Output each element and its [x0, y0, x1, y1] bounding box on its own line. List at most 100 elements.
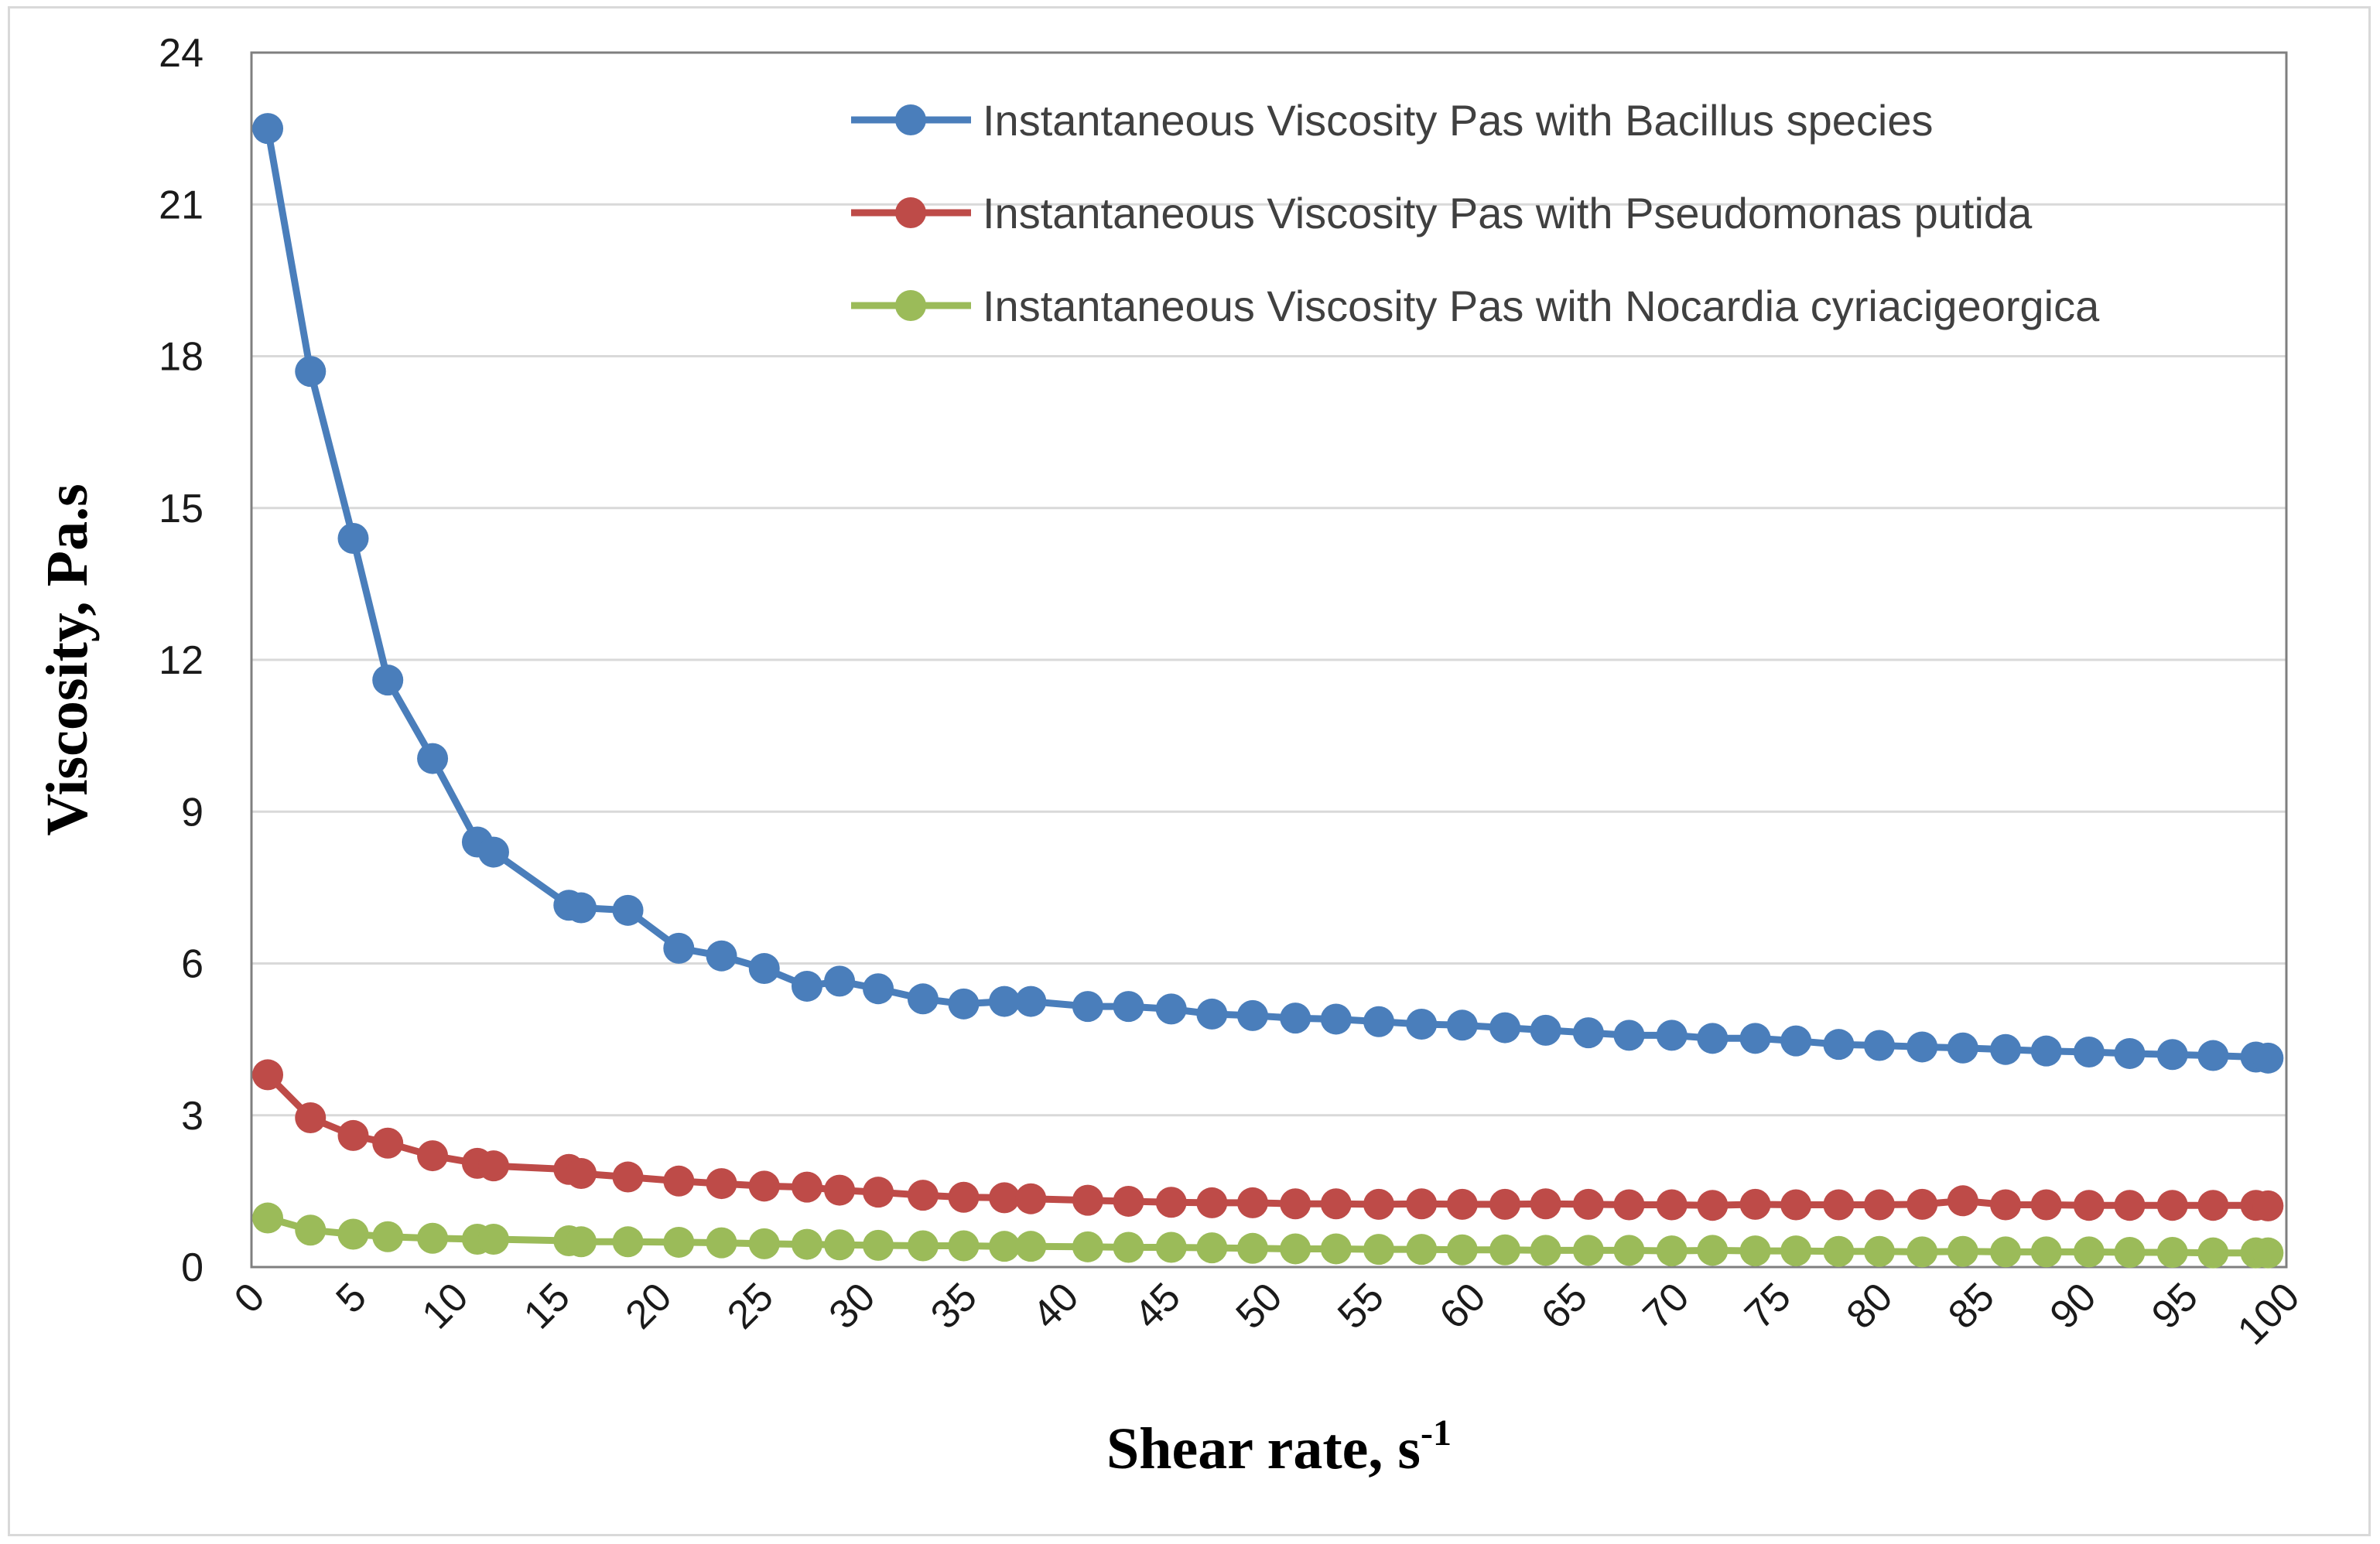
data-point [1015, 1231, 1047, 1262]
x-tick-label: 45 [1126, 1274, 1189, 1337]
data-point [2197, 1237, 2229, 1269]
y-tick-label: 6 [181, 942, 203, 987]
data-point [1196, 1187, 1228, 1218]
data-point [2114, 1190, 2146, 1221]
y-tick-label: 21 [159, 183, 203, 227]
data-point [1613, 1020, 1645, 1051]
series-2 [252, 1059, 2284, 1221]
data-point [337, 1218, 369, 1250]
data-point [295, 1102, 327, 1134]
data-point [1739, 1235, 1771, 1267]
data-point [2156, 1039, 2188, 1071]
data-point [2252, 1190, 2284, 1221]
x-tick-label: 55 [1329, 1274, 1393, 1337]
data-point [1363, 1188, 1395, 1220]
data-point [1530, 1188, 1561, 1220]
data-point [1489, 1188, 1521, 1220]
data-point [1489, 1012, 1521, 1044]
data-point [1320, 1003, 1352, 1035]
legend-label: Instantaneous Viscosity Pas with Pseudom… [983, 189, 2033, 237]
data-point [1864, 1189, 1895, 1221]
data-point [791, 1228, 822, 1260]
legend-label: Instantaneous Viscosity Pas with Nocardi… [983, 282, 2100, 330]
data-point [1236, 1187, 1268, 1218]
data-point [1113, 1231, 1144, 1263]
data-point [706, 1227, 737, 1259]
data-point [295, 1214, 327, 1246]
data-point [1236, 999, 1268, 1031]
data-point [252, 113, 284, 145]
data-point [948, 988, 980, 1020]
data-point [2073, 1190, 2105, 1221]
x-tick-label: 50 [1228, 1274, 1291, 1337]
data-point [1155, 993, 1187, 1025]
gridlines [251, 203, 2286, 1117]
data-point [1864, 1030, 1895, 1061]
data-point [1406, 1009, 1438, 1040]
plot-area [250, 51, 2288, 1269]
data-point [1446, 1234, 1478, 1266]
data-point [1656, 1189, 1688, 1221]
data-point [252, 1059, 284, 1091]
data-point [1446, 1188, 1478, 1220]
data-point [706, 1168, 737, 1200]
data-point [1489, 1234, 1521, 1266]
data-point [1406, 1234, 1438, 1266]
series-1 [252, 113, 2284, 1074]
y-tick-label: 15 [159, 487, 203, 531]
data-point [2030, 1035, 2062, 1067]
x-tick-label: 0 [226, 1274, 273, 1321]
data-point [948, 1230, 980, 1262]
data-point [1280, 1233, 1311, 1265]
data-point [1530, 1235, 1561, 1266]
data-point [2252, 1042, 2284, 1074]
x-tick-label: 40 [1024, 1274, 1088, 1337]
x-tick-label: 35 [922, 1274, 986, 1337]
data-point [2030, 1236, 2062, 1268]
data-point [1155, 1231, 1187, 1263]
x-tick-label: 85 [1940, 1274, 2003, 1337]
data-point [1572, 1235, 1604, 1266]
legend-item-2: Instantaneous Viscosity Pas with Pseudom… [851, 189, 2033, 237]
x-axis-title: Shear rate, s-1 [1106, 1412, 1452, 1481]
data-point [1697, 1235, 1729, 1266]
data-point [2156, 1237, 2188, 1269]
legend-swatch-marker [895, 290, 926, 321]
data-point [1990, 1236, 2022, 1268]
data-point [1780, 1189, 1812, 1221]
data-point [1947, 1235, 1978, 1267]
data-point [2073, 1236, 2105, 1268]
data-point [2030, 1189, 2062, 1221]
data-point [1823, 1235, 1855, 1267]
data-point [1280, 1003, 1311, 1034]
y-tick-label: 18 [159, 335, 203, 380]
chart-frame [8, 6, 2371, 1536]
data-point [748, 953, 780, 985]
data-point [1739, 1188, 1771, 1220]
data-point [907, 983, 939, 1015]
data-point [337, 1119, 369, 1151]
data-point [1656, 1020, 1688, 1051]
data-point [1072, 1231, 1103, 1262]
data-point [907, 1180, 939, 1211]
data-point [566, 1226, 597, 1258]
y-tick-label: 9 [181, 790, 203, 835]
data-point [612, 894, 644, 926]
x-tick-label: 65 [1533, 1274, 1596, 1337]
x-tick-label: 80 [1838, 1274, 1902, 1337]
data-point [863, 1229, 894, 1261]
data-point [1155, 1187, 1187, 1218]
legend-item-3: Instantaneous Viscosity Pas with Nocardi… [851, 282, 2100, 330]
x-tick-label: 75 [1736, 1274, 1800, 1337]
y-axis-title: Viscosity, Pa.s [35, 483, 100, 835]
data-point [566, 892, 597, 924]
data-point [2252, 1237, 2284, 1269]
x-tick-label: 15 [515, 1274, 579, 1337]
data-point [1947, 1185, 1978, 1217]
x-tick-label: 90 [2042, 1274, 2105, 1337]
y-tick-label: 0 [181, 1245, 203, 1290]
y-tick-label: 12 [159, 638, 203, 683]
data-point [2197, 1040, 2229, 1071]
legend-label: Instantaneous Viscosity Pas with Bacillu… [983, 96, 1933, 145]
